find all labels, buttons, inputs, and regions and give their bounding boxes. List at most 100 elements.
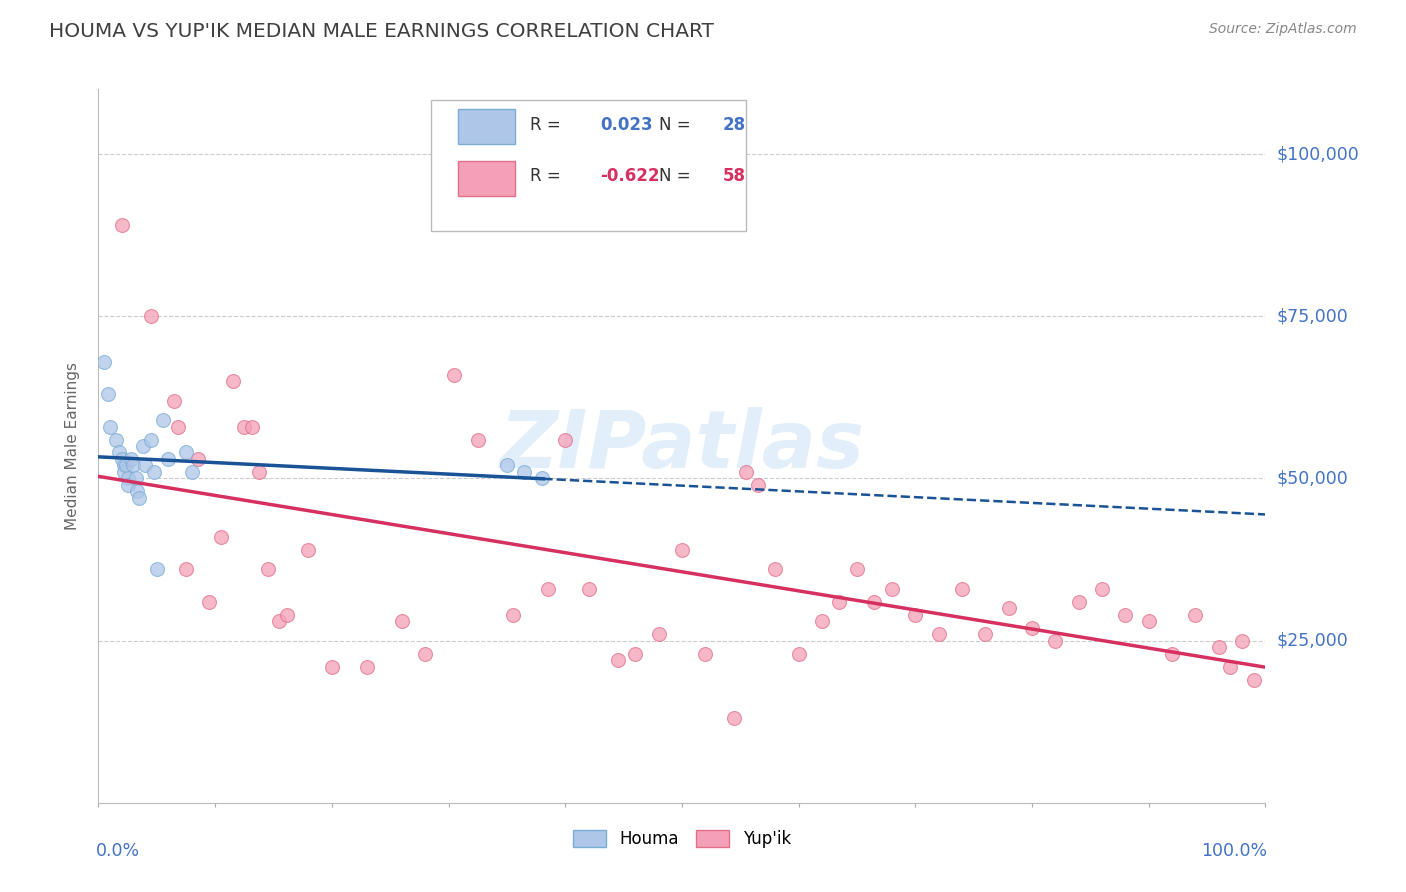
Point xyxy=(221,374,243,388)
Point xyxy=(249,465,271,479)
Point xyxy=(747,478,769,492)
Point xyxy=(276,607,298,622)
Point xyxy=(115,458,138,473)
Text: 0.023: 0.023 xyxy=(600,116,652,134)
Point xyxy=(180,465,202,479)
Text: Source: ZipAtlas.com: Source: ZipAtlas.com xyxy=(1209,22,1357,37)
Point xyxy=(513,465,536,479)
Point xyxy=(787,647,810,661)
Point xyxy=(174,445,197,459)
Point xyxy=(256,562,278,576)
Point xyxy=(880,582,903,596)
Point xyxy=(763,562,786,576)
Point xyxy=(157,452,180,467)
Point xyxy=(496,458,519,473)
Point xyxy=(974,627,997,641)
Text: 100.0%: 100.0% xyxy=(1202,842,1268,860)
Point xyxy=(112,458,135,473)
Point xyxy=(174,562,197,576)
Point xyxy=(98,419,121,434)
Text: 58: 58 xyxy=(723,168,745,186)
Point xyxy=(146,562,169,576)
Text: ZIPatlas: ZIPatlas xyxy=(499,407,865,485)
Point xyxy=(904,607,927,622)
Point xyxy=(997,601,1019,615)
Point xyxy=(928,627,950,641)
Point xyxy=(443,368,465,382)
Point xyxy=(134,458,156,473)
Point xyxy=(811,614,834,628)
FancyBboxPatch shape xyxy=(458,161,515,195)
Point xyxy=(139,433,162,447)
Point xyxy=(1184,607,1206,622)
Point xyxy=(695,647,717,661)
FancyBboxPatch shape xyxy=(432,100,747,231)
Text: N =: N = xyxy=(658,116,696,134)
Point xyxy=(1067,595,1090,609)
Point xyxy=(1219,659,1241,673)
Point xyxy=(321,659,343,673)
Point xyxy=(1230,633,1253,648)
Point xyxy=(132,439,155,453)
Point xyxy=(122,458,145,473)
Text: $75,000: $75,000 xyxy=(1277,307,1348,326)
Point xyxy=(846,562,869,576)
Point xyxy=(554,433,576,447)
Point xyxy=(467,433,489,447)
Y-axis label: Median Male Earnings: Median Male Earnings xyxy=(65,362,80,530)
Point xyxy=(413,647,436,661)
Legend: Houma, Yup'ik: Houma, Yup'ik xyxy=(567,823,797,855)
Point xyxy=(1208,640,1230,654)
Point xyxy=(139,310,162,324)
Point xyxy=(671,542,693,557)
FancyBboxPatch shape xyxy=(458,109,515,145)
Point xyxy=(1021,621,1043,635)
Point xyxy=(163,393,186,408)
Point xyxy=(1091,582,1114,596)
Point xyxy=(242,419,264,434)
Point xyxy=(152,413,174,427)
Point xyxy=(1045,633,1067,648)
Point xyxy=(117,478,139,492)
Point xyxy=(125,471,148,485)
Point xyxy=(93,354,115,368)
Point xyxy=(863,595,886,609)
Text: R =: R = xyxy=(530,168,567,186)
Point xyxy=(128,491,150,505)
Point xyxy=(104,433,127,447)
Point xyxy=(209,530,232,544)
Text: 28: 28 xyxy=(723,116,745,134)
Point xyxy=(269,614,291,628)
Point xyxy=(125,484,148,499)
Point xyxy=(391,614,413,628)
Point xyxy=(537,582,560,596)
Point xyxy=(97,387,120,401)
Point xyxy=(187,452,209,467)
Point xyxy=(578,582,600,596)
Point xyxy=(233,419,256,434)
Point xyxy=(1137,614,1160,628)
Point xyxy=(828,595,851,609)
Point xyxy=(108,445,131,459)
Point xyxy=(111,219,134,233)
Text: $100,000: $100,000 xyxy=(1277,145,1360,163)
Point xyxy=(530,471,553,485)
Point xyxy=(297,542,319,557)
Point xyxy=(117,471,139,485)
Text: HOUMA VS YUP'IK MEDIAN MALE EARNINGS CORRELATION CHART: HOUMA VS YUP'IK MEDIAN MALE EARNINGS COR… xyxy=(49,22,714,41)
Point xyxy=(112,465,135,479)
Text: $50,000: $50,000 xyxy=(1277,469,1348,487)
Point xyxy=(1114,607,1136,622)
Point xyxy=(502,607,524,622)
Point xyxy=(198,595,221,609)
Point xyxy=(647,627,669,641)
Point xyxy=(143,465,166,479)
Point xyxy=(624,647,647,661)
Text: $25,000: $25,000 xyxy=(1277,632,1348,649)
Point xyxy=(111,452,134,467)
Point xyxy=(606,653,628,667)
Point xyxy=(950,582,973,596)
Point xyxy=(356,659,378,673)
Point xyxy=(1161,647,1184,661)
Point xyxy=(166,419,188,434)
